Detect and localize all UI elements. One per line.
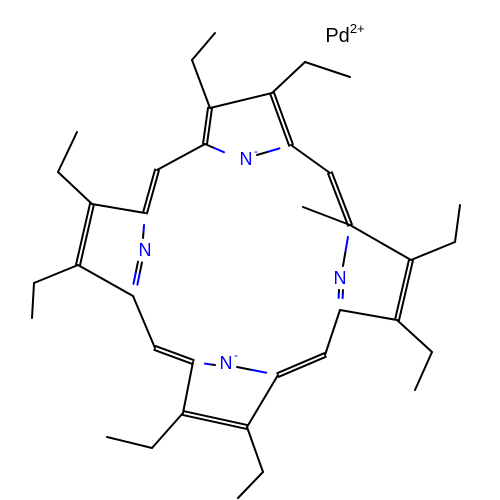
nitrogen-atom-label: N [220, 353, 233, 373]
nitrogen-atom-label: N [334, 268, 347, 288]
molecule-diagram: N-NN-NPd2+ [0, 0, 500, 500]
nitrogen-atom-label: N [139, 240, 152, 260]
charge-label: - [254, 144, 258, 158]
nitrogen-atom-label: N [240, 149, 253, 169]
pd-ion-label: Pd2+ [325, 21, 364, 48]
charge-label: - [234, 348, 238, 362]
